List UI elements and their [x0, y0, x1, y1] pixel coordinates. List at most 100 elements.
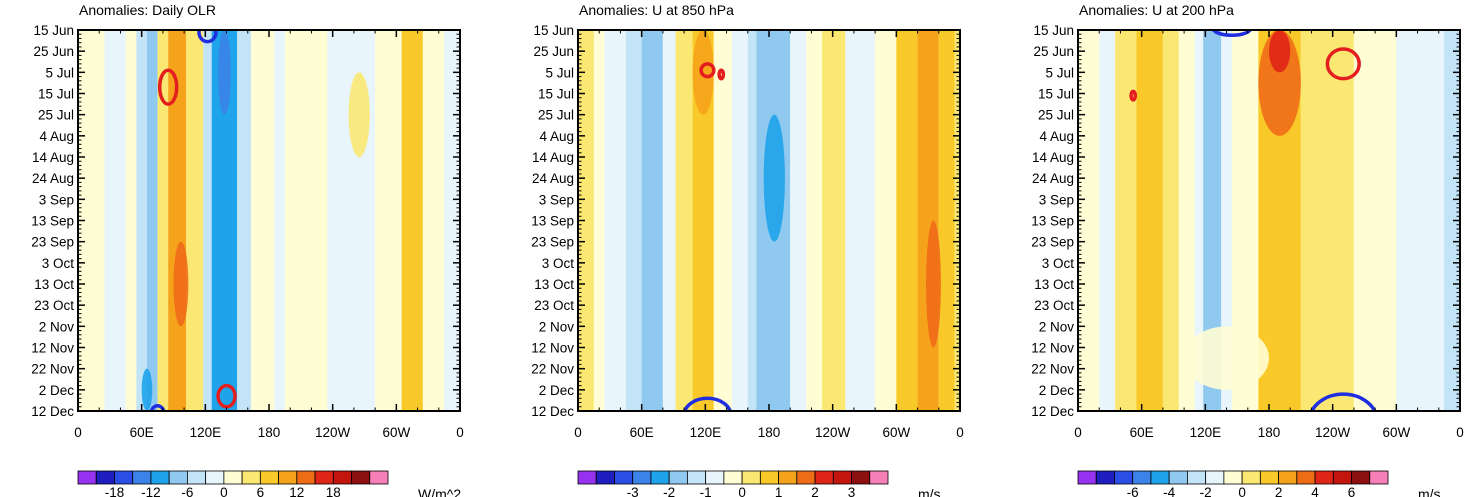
y-tick-label: 13 Sep [1031, 214, 1074, 229]
y-tick-label: 23 Sep [531, 235, 574, 250]
anomaly-core-1 [926, 220, 941, 348]
y-tick-label: 5 Jul [545, 65, 574, 80]
colorbar-swatch-0 [77, 470, 97, 485]
x-tick-label: 60W [882, 425, 910, 440]
anomaly-band-2 [1115, 30, 1137, 411]
u200-panel: Anomalies: U at 200 hPa 15 Jun 25 Jun 5 Jul… [998, 0, 1473, 497]
anomaly-band-1 [593, 30, 605, 411]
anomaly-band-5 [662, 30, 676, 411]
colorbar-swatch-10 [1259, 470, 1279, 485]
y-tick-label: 13 Oct [534, 277, 574, 292]
y-tick-label: 13 Sep [31, 214, 74, 229]
colorbar-label: 3 [848, 485, 856, 497]
y-tick-label: 22 Nov [1031, 362, 1074, 377]
y-tick-label: 12 Nov [531, 341, 574, 356]
y-tick-label: 3 Sep [1039, 192, 1074, 207]
anomaly-band-16 [875, 30, 897, 411]
x-tick-label: 60E [130, 425, 154, 440]
y-tick-label: 12 Dec [31, 404, 74, 419]
y-tick-label: 15 Jul [38, 87, 74, 102]
colorbar-swatch-3 [132, 470, 152, 485]
colorbar-swatch-1 [595, 470, 615, 485]
y-tick-label: 2 Nov [1039, 319, 1075, 334]
colorbar-swatch-16 [1369, 470, 1389, 485]
positive-contour-0 [157, 68, 179, 106]
x-tick-label: 120W [315, 425, 351, 440]
colorbar-swatch-6 [1187, 470, 1207, 485]
anomaly-band-4 [1162, 30, 1179, 411]
colorbar-label: 0 [220, 485, 228, 497]
positive-contour-0 [1325, 47, 1361, 81]
colorbar-label: 6 [1348, 485, 1356, 497]
positive-contour-1 [216, 383, 237, 409]
colorbar-swatch-0 [1077, 470, 1097, 485]
x-tick-label: 60W [1382, 425, 1410, 440]
anomaly-band-9 [731, 30, 748, 411]
y-tick-label: 14 Aug [32, 150, 74, 165]
x-tick-label: 180 [258, 425, 281, 440]
y-tick-label: 3 Oct [1042, 256, 1075, 271]
anomaly-band-11 [250, 30, 275, 411]
y-tick-label: 15 Jul [538, 87, 574, 102]
colorbar-label: 6 [257, 485, 265, 497]
colorbar-swatch-9 [241, 470, 261, 485]
colorbar-label: -12 [141, 485, 161, 497]
colorbar-swatch-4 [150, 470, 170, 485]
y-tick-label: 24 Aug [32, 171, 74, 186]
x-tick-label: 0 [456, 425, 464, 440]
u850-panel: Anomalies: U at 850 hPa 15 Jun 25 Jun 5 Jul… [498, 0, 1000, 497]
colorbar-swatch-12 [796, 470, 816, 485]
x-tick-label: 180 [1258, 425, 1281, 440]
colorbar-swatch-2 [1114, 470, 1134, 485]
anomaly-band-12 [1353, 30, 1397, 411]
y-tick-label: 3 Sep [539, 192, 574, 207]
anomaly-core-2 [1184, 326, 1269, 390]
bottom-mask [78, 411, 460, 471]
colorbar-swatch-16 [869, 470, 889, 485]
anomaly-band-17 [422, 30, 445, 411]
x-tick-label: 60W [382, 425, 410, 440]
anomaly-band-1 [1099, 30, 1116, 411]
anomaly-band-7 [186, 30, 204, 411]
colorbar-swatch-3 [632, 470, 652, 485]
colorbar-swatch-15 [351, 470, 371, 485]
colorbar-swatch-11 [1278, 470, 1298, 485]
x-tick-label: 120E [1190, 425, 1222, 440]
colorbar-label: -2 [663, 485, 675, 497]
y-tick-label: 25 Jun [33, 44, 74, 59]
y-tick-label: 22 Nov [31, 362, 74, 377]
anomaly-band-7 [692, 30, 714, 411]
anomaly-band-1 [104, 30, 126, 411]
left-mask [998, 0, 1078, 497]
colorbar-units: m/s [1418, 486, 1441, 497]
anomaly-band-4 [641, 30, 663, 411]
y-tick-label: 15 Jun [33, 23, 74, 38]
colorbar-label: -4 [1163, 485, 1175, 497]
colorbar-swatch-8 [1223, 470, 1243, 485]
colorbar-swatch-7 [205, 470, 225, 485]
anomaly-core-1 [1269, 30, 1291, 73]
y-tick-label: 3 Sep [39, 192, 74, 207]
anomaly-band-18 [444, 30, 460, 411]
anomaly-band-3 [1136, 30, 1163, 411]
anomaly-band-0 [1078, 30, 1100, 411]
anomaly-band-6 [675, 30, 693, 411]
anomaly-band-14 [1444, 30, 1460, 411]
y-tick-label: 12 Nov [1031, 341, 1074, 356]
colorbar-label: 2 [811, 485, 819, 497]
colorbar-swatch-2 [114, 470, 134, 485]
positive-contour-0 [699, 62, 716, 79]
colorbar-label: -18 [105, 485, 125, 497]
y-tick-label: 13 Oct [34, 277, 74, 292]
bottom-mask [1078, 411, 1460, 471]
x-tick-label: 120E [690, 425, 722, 440]
colorbar-swatch-1 [1095, 470, 1115, 485]
y-tick-label: 15 Jul [1038, 87, 1074, 102]
y-tick-label: 22 Nov [531, 362, 574, 377]
colorbar-swatch-5 [668, 470, 688, 485]
y-tick-label: 2 Dec [39, 383, 75, 398]
y-tick-label: 5 Jul [45, 65, 74, 80]
x-tick-label: 120E [190, 425, 222, 440]
y-tick-label: 14 Aug [532, 150, 574, 165]
